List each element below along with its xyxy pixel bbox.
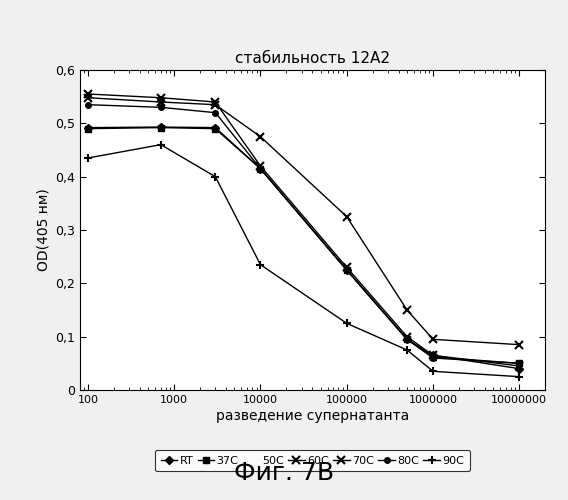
60C	[85, 94, 91, 100]
80C	[516, 360, 523, 366]
RT	[212, 124, 219, 130]
37C	[516, 360, 523, 366]
70C	[257, 163, 264, 169]
80C	[404, 336, 411, 342]
Line: 70C: 70C	[83, 90, 524, 370]
90C	[343, 320, 350, 326]
70C	[157, 94, 164, 100]
60C	[404, 307, 411, 313]
90C	[257, 262, 264, 268]
70C	[516, 363, 523, 369]
90C	[85, 155, 91, 161]
90C	[404, 347, 411, 353]
Title: стабильность 12A2: стабильность 12A2	[235, 51, 390, 66]
Line: 80C: 80C	[85, 102, 522, 366]
37C	[157, 124, 164, 130]
60C	[516, 342, 523, 347]
80C	[157, 104, 164, 110]
RT	[343, 267, 350, 273]
Y-axis label: OD(405 нм): OD(405 нм)	[36, 188, 51, 272]
60C	[257, 134, 264, 140]
90C	[157, 142, 164, 148]
RT	[157, 124, 164, 130]
80C	[85, 102, 91, 107]
37C	[343, 267, 350, 273]
60C	[429, 336, 436, 342]
Legend: RT, 37C, 50C, 60C, 70C, 80C, 90C: RT, 37C, 50C, 60C, 70C, 80C, 90C	[155, 450, 470, 471]
70C	[212, 99, 219, 105]
80C	[257, 166, 264, 172]
70C	[343, 264, 350, 270]
Line: 60C: 60C	[83, 94, 524, 349]
60C	[212, 102, 219, 107]
RT	[404, 336, 411, 342]
80C	[343, 267, 350, 273]
RT	[85, 124, 91, 130]
Text: Фиг. 7В: Фиг. 7В	[234, 461, 334, 485]
RT	[429, 352, 436, 358]
37C	[404, 336, 411, 342]
70C	[429, 352, 436, 358]
60C	[343, 214, 350, 220]
37C	[212, 126, 219, 132]
X-axis label: разведение супернатанта: разведение супернатанта	[216, 409, 409, 423]
RT	[257, 166, 264, 172]
70C	[85, 91, 91, 97]
RT	[516, 366, 523, 372]
90C	[429, 368, 436, 374]
Line: 90C: 90C	[83, 140, 524, 381]
80C	[429, 355, 436, 361]
Line: 37C: 37C	[85, 125, 522, 366]
37C	[429, 354, 436, 360]
60C	[157, 99, 164, 105]
90C	[212, 174, 219, 180]
37C	[257, 166, 264, 172]
80C	[212, 110, 219, 116]
90C	[516, 374, 523, 380]
Line: RT: RT	[85, 124, 522, 372]
37C	[85, 126, 91, 132]
70C	[404, 334, 411, 340]
